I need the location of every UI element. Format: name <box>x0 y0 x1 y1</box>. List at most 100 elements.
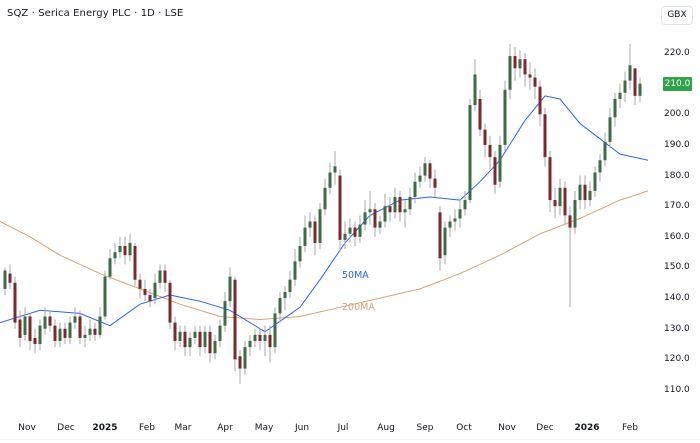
price-chart-canvas[interactable] <box>0 0 652 410</box>
candle <box>503 80 507 152</box>
candle <box>238 350 242 384</box>
candle <box>468 98 472 204</box>
candle <box>23 307 27 341</box>
price-tick-label: 110.0 <box>664 385 690 395</box>
candle <box>598 154 602 182</box>
candle <box>278 291 282 323</box>
candle <box>423 157 427 182</box>
candle <box>188 331 192 357</box>
time-tick-label: 2026 <box>574 423 600 433</box>
candle <box>408 187 412 216</box>
time-tick-label: Sep <box>416 423 434 433</box>
candle <box>163 264 167 292</box>
candle <box>308 212 312 237</box>
candle <box>13 276 17 329</box>
time-tick-label: Mar <box>174 423 192 433</box>
candle <box>153 273 157 305</box>
candle <box>88 319 92 341</box>
candle <box>368 190 372 225</box>
candle <box>303 215 307 253</box>
candle <box>143 279 147 302</box>
price-tick-label: 200.0 <box>664 109 690 120</box>
time-axis[interactable]: Nov Dec 2025 Feb Mar Apr May Jun Jul Aug Sep Oct Nov… <box>0 416 700 440</box>
candle <box>388 196 392 222</box>
candle <box>58 322 62 348</box>
candle <box>3 267 7 296</box>
candle <box>358 215 362 243</box>
candle <box>403 200 407 228</box>
time-tick-label: Dec <box>57 423 75 433</box>
candle <box>533 68 537 99</box>
price-axis[interactable]: 220.0 210.0 200.0 190.0 180.0 170.0 160.0 150.0… <box>652 0 700 410</box>
candle <box>428 160 432 188</box>
candle <box>298 236 302 268</box>
candle <box>518 49 522 78</box>
candle <box>608 108 612 148</box>
ma50-line <box>0 95 649 333</box>
candle <box>38 319 42 351</box>
candle <box>583 175 587 210</box>
candle <box>128 233 132 262</box>
candle <box>378 215 382 234</box>
time-tick-label: Aug <box>377 423 395 433</box>
candle <box>568 206 572 308</box>
symbol-title: SQZ · Serica Energy PLC · 1D · LSE <box>7 8 184 19</box>
candle <box>103 270 107 320</box>
candle <box>133 242 137 286</box>
candle <box>228 267 232 308</box>
candle <box>208 325 212 363</box>
candle <box>328 163 332 194</box>
price-tick-label: 120.0 <box>664 354 690 365</box>
candle <box>483 123 487 158</box>
candle <box>113 242 117 265</box>
candle <box>478 89 482 136</box>
candle <box>63 322 67 345</box>
candle <box>453 209 457 231</box>
candle <box>118 236 122 259</box>
time-tick-label: Jun <box>294 423 310 433</box>
price-tick-label: 170.0 <box>664 201 690 212</box>
price-tick-label: 190.0 <box>664 139 690 150</box>
time-tick-label: Dec <box>536 423 554 433</box>
candle <box>618 83 622 109</box>
candle <box>183 325 187 357</box>
candle <box>333 151 337 185</box>
candle <box>513 46 517 81</box>
candle <box>108 249 112 280</box>
candle <box>93 322 97 341</box>
time-tick-label: Oct <box>456 423 472 433</box>
candle <box>438 206 442 271</box>
candle <box>463 190 467 216</box>
candle <box>343 221 347 250</box>
candle <box>313 215 317 256</box>
candle <box>498 135 502 188</box>
price-tick-label: 160.0 <box>664 231 690 242</box>
candle <box>68 316 72 345</box>
candle <box>558 178 562 216</box>
candle <box>18 310 22 348</box>
candle <box>123 236 127 265</box>
candle <box>493 151 497 194</box>
ma50-label: 50MA <box>342 270 369 281</box>
candle <box>203 325 207 354</box>
candle <box>243 340 247 375</box>
candle <box>198 325 202 357</box>
candle <box>288 270 292 299</box>
currency-button[interactable]: GBX <box>661 6 693 25</box>
candle <box>283 285 287 311</box>
candle <box>248 334 252 357</box>
candle <box>213 334 217 360</box>
candle <box>43 307 47 335</box>
candle <box>543 108 547 167</box>
candle <box>73 307 77 329</box>
candle <box>573 190 577 234</box>
candle <box>98 307 102 338</box>
ma200-label: 200MA <box>342 302 375 313</box>
candle <box>138 273 142 299</box>
candle <box>448 215 452 237</box>
candle <box>28 313 32 351</box>
candle <box>83 325 87 348</box>
candle <box>258 328 262 351</box>
candle <box>593 166 597 197</box>
